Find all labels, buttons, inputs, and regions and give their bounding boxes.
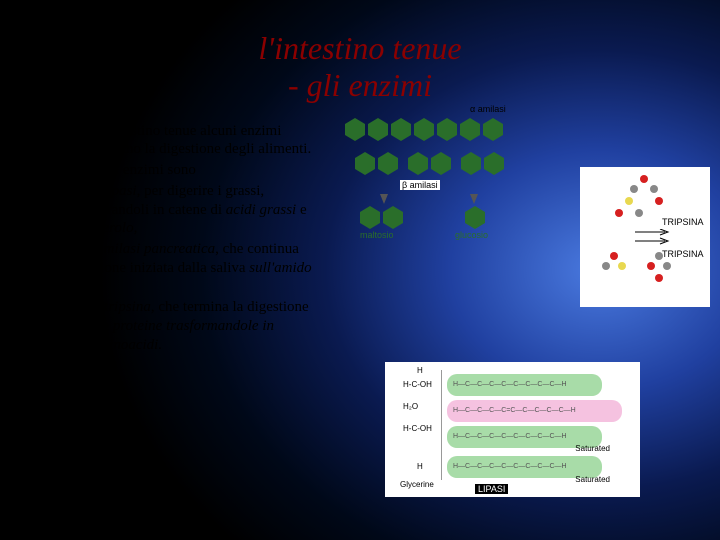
- atom-icon: [663, 262, 671, 270]
- atom-icon: [602, 262, 610, 270]
- label-h2o: H₂O: [403, 402, 418, 411]
- hexagon-icon: [483, 124, 503, 135]
- atom-icon: [630, 185, 638, 193]
- arrow-down-icon: [470, 194, 478, 204]
- title-line-2: - gli enzimi: [0, 67, 720, 104]
- label-tripsina-2: TRIPSINA: [662, 249, 704, 259]
- hexagon-icon: [461, 158, 481, 169]
- hexagon-icon: [465, 212, 485, 223]
- atom-icon: [625, 197, 633, 205]
- label-saturated-2: Saturated: [575, 475, 610, 484]
- atom-icon: [635, 209, 643, 217]
- hexagon-icon: [378, 158, 398, 169]
- lipid-diagram: H H-C-OH H—C—C—C—C—C—C—C—C—H H₂O H—C—C—C…: [385, 362, 640, 497]
- paragraph-1: Nell'intestino tenue alcuni enzimi termi…: [80, 122, 320, 160]
- paragraph-3: - le lipasi, per digerire i grassi, sepa…: [80, 182, 320, 238]
- label-glycerine: Glycerine: [400, 480, 434, 489]
- diagrams-column: α amilasi β amilasi maltosio glucosio: [320, 122, 700, 357]
- paragraph-5: - la tripsina, che termina la digestione…: [80, 298, 320, 354]
- hexagon-icon: [360, 212, 380, 223]
- label-saturated-1: Saturated: [575, 444, 610, 453]
- atom-icon: [610, 252, 618, 260]
- label-hcoh-2: H-C-OH: [403, 424, 432, 433]
- label-glucosio: glucosio: [455, 230, 488, 240]
- fatty-acid-row: H—C—C—C—C—C—C—C—C—H: [447, 374, 602, 396]
- hexagon-icon: [484, 158, 504, 169]
- hexagon-icon: [383, 212, 403, 223]
- atom-icon: [618, 262, 626, 270]
- label-h-2: H: [417, 462, 423, 471]
- atom-icon: [647, 262, 655, 270]
- arrow-icon: [630, 229, 670, 247]
- amylase-diagram: α amilasi β amilasi maltosio glucosio: [340, 112, 540, 262]
- label-hcoh-1: H-C-OH: [403, 380, 432, 389]
- paragraph-4: - l'amilasi pancreatica, che continua l'…: [80, 240, 320, 296]
- hexagon-icon: [355, 158, 375, 169]
- atom-icon: [650, 185, 658, 193]
- slide-title: l'intestino tenue - gli enzimi: [0, 0, 720, 122]
- hexagon-icon: [414, 124, 434, 135]
- fatty-acid-row: H—C—C—C—C=C—C—C—C—C—H: [447, 400, 622, 422]
- label-lipasi: LIPASI: [475, 484, 508, 494]
- tripsina-diagram: TRIPSINA TRIPSINA: [580, 167, 710, 307]
- label-tripsina-1: TRIPSINA: [662, 217, 704, 227]
- hexagon-icon: [391, 124, 411, 135]
- label-alpha-amilasi: α amilasi: [470, 104, 506, 114]
- divider-line: [441, 370, 442, 480]
- atom-icon: [615, 209, 623, 217]
- atom-icon: [640, 175, 648, 183]
- hexagon-icon: [460, 124, 480, 135]
- label-beta-amilasi: β amilasi: [400, 180, 440, 190]
- atom-icon: [655, 197, 663, 205]
- atom-icon: [655, 274, 663, 282]
- paragraph-2: Questi enzimi sono: [80, 161, 320, 180]
- hexagon-icon: [408, 158, 428, 169]
- title-line-1: l'intestino tenue: [0, 30, 720, 67]
- content-area: Nell'intestino tenue alcuni enzimi termi…: [0, 122, 720, 357]
- hexagon-icon: [437, 124, 457, 135]
- label-maltosio: maltosio: [360, 230, 394, 240]
- label-h: H: [417, 366, 423, 375]
- hexagon-icon: [345, 124, 365, 135]
- hexagon-icon: [431, 158, 451, 169]
- arrow-down-icon: [380, 194, 388, 204]
- body-text: Nell'intestino tenue alcuni enzimi termi…: [20, 122, 320, 357]
- hexagon-icon: [368, 124, 388, 135]
